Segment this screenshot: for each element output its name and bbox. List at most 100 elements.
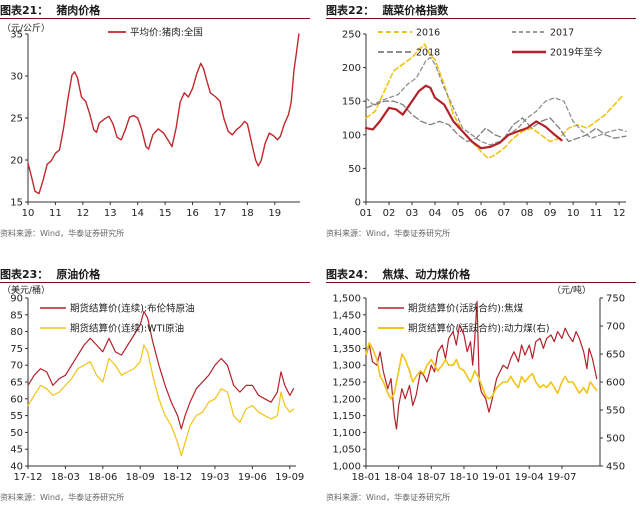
x-tick-label: 11 (49, 208, 62, 219)
panel-number: 图表23： (0, 268, 49, 281)
x-tick-label: 18-10 (449, 472, 478, 483)
y-tick-label: 90 (10, 294, 23, 305)
panel-title: 图表22： 蔬菜价格指数 (326, 2, 636, 17)
y-tick-label: 55 (10, 411, 23, 422)
y-tick-label: 1,400 (332, 327, 361, 338)
panel-title-text: 蔬菜价格指数 (382, 4, 449, 17)
x-tick-label: 18-09 (126, 472, 155, 483)
x-tick-label: 19-04 (515, 472, 544, 483)
y-tick-label: 1,200 (332, 394, 361, 405)
source-note: 资料来源：Wind，华泰证券研究所 (0, 229, 125, 238)
source-note: 资料来源：Wind，华泰证券研究所 (326, 493, 451, 502)
source-note: 资料来源：Wind，华泰证券研究所 (326, 229, 451, 238)
x-tick-label: 10 (567, 208, 580, 219)
series-line-1 (27, 33, 300, 195)
y-right-tick-label: 650 (606, 350, 625, 361)
panel-title-text: 焦煤、动力煤价格 (382, 268, 471, 281)
y-tick-label: 0 (355, 198, 361, 209)
x-tick-label: 16 (186, 208, 199, 219)
panel-number: 图表22： (326, 4, 375, 17)
series-line-2 (27, 344, 295, 457)
x-tick-label: 19-03 (200, 472, 229, 483)
x-tick-label: 02 (383, 208, 396, 219)
x-tick-label: 10 (22, 208, 35, 219)
vegetable-index-chart: 0 50 100 150 200 250 01 02 03 04 05 06 07 08 09 10 11 12 2… (342, 28, 627, 219)
panel-title-text: 原油价格 (56, 268, 101, 281)
x-tick-label: 18 (241, 208, 254, 219)
x-tick-label: 12 (613, 208, 626, 219)
x-tick-label: 15 (159, 208, 172, 219)
legend-label: 2017 (550, 28, 574, 39)
panel-number: 图表21： (0, 4, 49, 17)
x-tick-label: 11 (590, 208, 603, 219)
panel-title: 图表21： 猪肉价格 (0, 2, 310, 17)
x-tick-label: 18-03 (51, 472, 80, 483)
series-line-2 (365, 341, 598, 400)
panel-title: 图表24： 焦煤、动力煤价格 (326, 266, 636, 281)
title-divider (326, 18, 636, 19)
y-right-tick-label: 550 (606, 406, 625, 417)
y-right-tick-label: 500 (606, 434, 625, 445)
y-tick-label: 45 (10, 445, 23, 456)
x-tick-label: 19 (268, 208, 281, 219)
panel-pork-price: 图表21： 猪肉价格 15 20 25 30 35 10 11 12 13 14 15 16 17 18 19… (0, 0, 310, 260)
y-tick-label: 85 (10, 310, 23, 321)
series-line-2 (365, 56, 627, 146)
y-tick-label: 1,450 (332, 310, 361, 321)
legend-label: 2018 (416, 48, 440, 59)
y-right-tick-label: 700 (606, 322, 625, 333)
x-tick-label: 08 (521, 208, 534, 219)
x-tick-label: 17-12 (13, 472, 42, 483)
title-divider (0, 18, 310, 19)
y-unit-label: （元/公斤） (2, 23, 50, 34)
y-tick-label: 20 (10, 156, 23, 167)
y-tick-label: 80 (10, 327, 23, 338)
legend-label: 期货结算价(连续):布伦特原油 (70, 303, 195, 315)
legend-label: 期货结算价(活跃合约):动力煤(右) (408, 323, 550, 335)
y-right-tick-label: 750 (606, 294, 625, 305)
y-tick-label: 1,050 (332, 445, 361, 456)
x-tick-label: 13 (104, 208, 117, 219)
x-tick-label: 17 (214, 208, 227, 219)
y-tick-label: 1,100 (332, 428, 361, 439)
title-divider (326, 282, 636, 283)
oil-price-chart: 40 45 50 55 60 65 70 75 80 85 90 17-12 18-03 18-06 18-… (2, 284, 304, 483)
x-tick-label: 07 (498, 208, 511, 219)
y-right-tick-label: 450 (606, 462, 625, 473)
title-divider (0, 282, 310, 283)
x-tick-label: 04 (429, 208, 442, 219)
y-unit-label: （美元/桶） (2, 284, 50, 296)
y-right-tick-label: 600 (606, 378, 625, 389)
x-tick-label: 09 (544, 208, 557, 219)
x-tick-label: 19-01 (482, 472, 511, 483)
y-tick-label: 150 (342, 97, 361, 108)
source-note: 资料来源：Wind，华泰证券研究所 (0, 493, 125, 502)
x-tick-label: 18-04 (384, 472, 413, 483)
y-tick-label: 40 (10, 462, 23, 473)
y-tick-label: 70 (10, 361, 23, 372)
panel-coal-price: 图表24： 焦煤、动力煤价格 1,000 1,050 1,100 1,150 1,200 1… (326, 264, 636, 524)
y-tick-label: 1,350 (332, 344, 361, 355)
y-tick-label: 75 (10, 344, 23, 355)
panel-oil-price: 图表23： 原油价格 40 45 50 55 60 65 70 75 80 85 90 17-12 18-… (0, 264, 310, 524)
panel-title: 图表23： 原油价格 (0, 266, 310, 281)
x-tick-label: 12 (76, 208, 89, 219)
y-tick-label: 50 (10, 428, 23, 439)
y-tick-label: 1,150 (332, 411, 361, 422)
x-tick-label: 19-07 (547, 472, 576, 483)
y-tick-label: 1,000 (332, 462, 361, 473)
y-tick-label: 1,500 (332, 294, 361, 305)
y-tick-label: 200 (342, 63, 361, 74)
pork-price-chart: 15 20 25 30 35 10 11 12 13 14 15 16 17 18 19 （元/公斤） 平均价:… (2, 23, 300, 219)
x-tick-label: 01 (360, 208, 373, 219)
panel-title-text: 猪肉价格 (56, 4, 101, 17)
legend-label: 2019年至今 (550, 47, 603, 59)
y-tick-label: 65 (10, 378, 23, 389)
series-line-1 (365, 43, 625, 160)
x-tick-label: 18-01 (351, 472, 380, 483)
y-tick-label: 25 (10, 114, 23, 125)
legend-label: 期货结算价(连续):WTI原油 (70, 323, 184, 335)
x-tick-label: 06 (475, 208, 488, 219)
y-tick-label: 50 (348, 164, 361, 175)
x-tick-label: 03 (406, 208, 419, 219)
